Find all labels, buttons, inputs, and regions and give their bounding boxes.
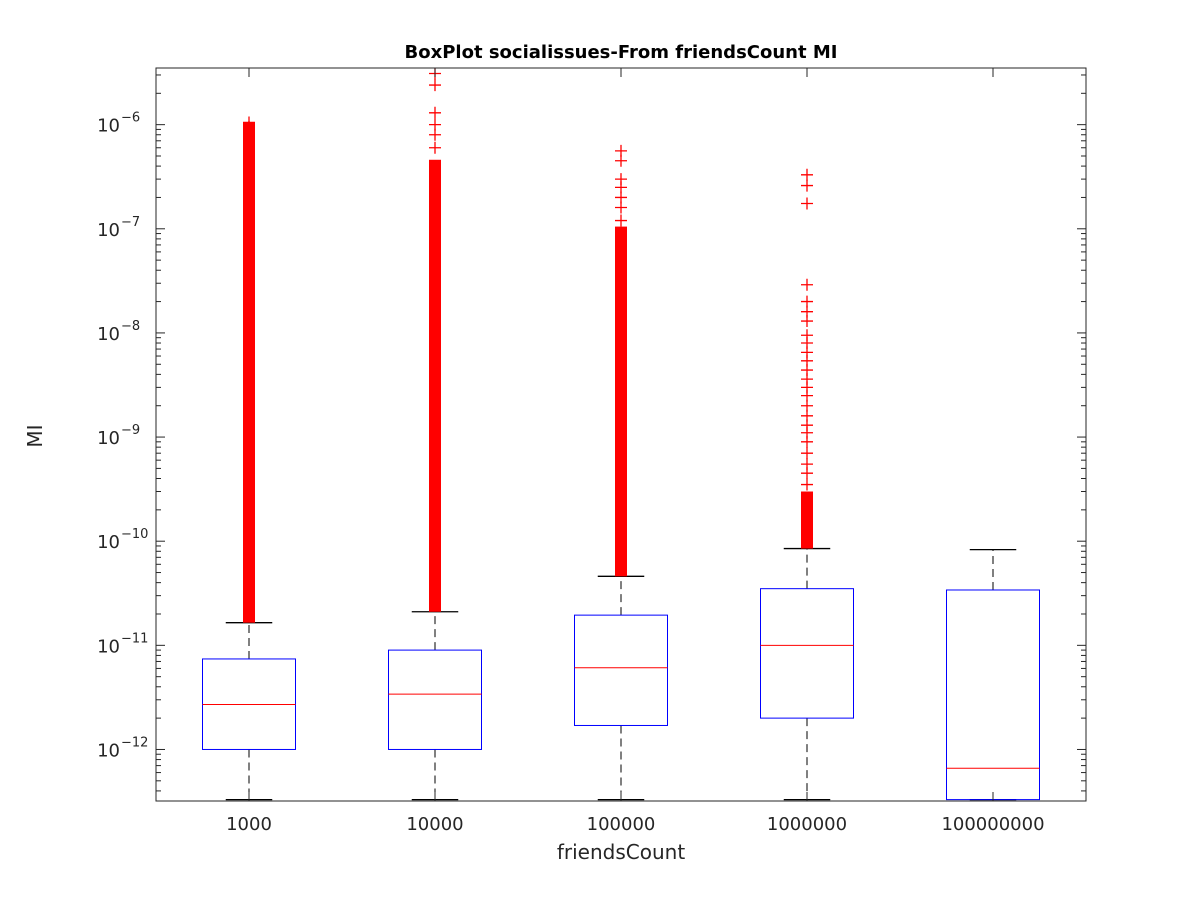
outlier-point bbox=[615, 214, 627, 227]
outlier-cluster bbox=[801, 491, 813, 549]
box-group bbox=[760, 168, 854, 801]
y-axis-label: MI bbox=[23, 424, 47, 447]
outlier-point bbox=[615, 201, 627, 214]
outlier-point bbox=[615, 428, 627, 441]
outlier-point bbox=[801, 478, 813, 491]
outlier-point bbox=[243, 191, 255, 204]
outlier-point bbox=[429, 128, 441, 141]
axes-frame bbox=[155, 67, 1087, 802]
outlier-point bbox=[615, 285, 627, 298]
box-group bbox=[202, 116, 296, 801]
outlier-point bbox=[801, 399, 813, 412]
interquartile-box bbox=[388, 649, 482, 750]
box-group bbox=[388, 67, 482, 801]
outlier-point bbox=[801, 447, 813, 460]
x-tick-label: 10000 bbox=[406, 814, 463, 835]
x-tick-label: 100000 bbox=[587, 814, 656, 835]
box-group bbox=[574, 144, 668, 801]
outlier-cluster bbox=[429, 159, 441, 612]
outlier-point bbox=[801, 305, 813, 318]
outlier-point bbox=[615, 191, 627, 204]
x-axis: 1000 10000 100000 1000000 100000000 bbox=[226, 68, 1045, 835]
outlier-point bbox=[243, 214, 255, 227]
outlier-cluster bbox=[615, 226, 627, 577]
y-tick-label: 10 bbox=[97, 740, 120, 761]
outlier-point bbox=[615, 144, 627, 157]
y-tick-exponent: −10 bbox=[121, 527, 148, 542]
outlier-point bbox=[243, 173, 255, 186]
outlier-point bbox=[615, 173, 627, 186]
y-tick-label: 10 bbox=[97, 636, 120, 657]
chart-title: BoxPlot socialissues-From friendsCount M… bbox=[405, 42, 838, 63]
box-group bbox=[946, 548, 1040, 801]
plot-area bbox=[202, 67, 1040, 801]
outlier-point bbox=[243, 116, 255, 129]
outlier-point bbox=[801, 197, 813, 210]
x-tick-label: 100000000 bbox=[941, 814, 1044, 835]
outlier-point bbox=[801, 278, 813, 291]
x-tick-label: 1000000 bbox=[767, 814, 847, 835]
outlier-point bbox=[615, 272, 627, 285]
outlier-point bbox=[429, 106, 441, 119]
outlier-point bbox=[801, 179, 813, 192]
interquartile-box bbox=[574, 614, 668, 726]
outlier-point bbox=[429, 79, 441, 92]
outlier-point bbox=[801, 295, 813, 308]
outlier-point bbox=[801, 329, 813, 342]
outlier-point bbox=[429, 141, 441, 154]
y-tick-label: 10 bbox=[97, 428, 120, 449]
y-tick-label: 10 bbox=[97, 116, 120, 137]
y-tick-exponent: −9 bbox=[121, 423, 140, 438]
y-tick-exponent: −12 bbox=[121, 735, 148, 750]
interquartile-box bbox=[760, 588, 854, 719]
outlier-point bbox=[615, 232, 627, 245]
outlier-point bbox=[801, 168, 813, 181]
outlier-cluster bbox=[243, 122, 255, 623]
y-tick-exponent: −8 bbox=[121, 319, 140, 334]
y-tick-label: 10 bbox=[97, 532, 120, 553]
outlier-point bbox=[243, 154, 255, 167]
outlier-point bbox=[429, 118, 441, 131]
outlier-point bbox=[615, 311, 627, 324]
y-tick-label: 10 bbox=[97, 220, 120, 241]
y-tick-label: 10 bbox=[97, 324, 120, 345]
y-tick-exponent: −6 bbox=[121, 111, 140, 126]
outlier-point bbox=[243, 467, 255, 480]
outlier-point bbox=[801, 409, 813, 422]
outlier-point bbox=[615, 254, 627, 267]
x-axis-label: friendsCount bbox=[557, 840, 685, 864]
y-tick-exponent: −7 bbox=[121, 215, 140, 230]
outlier-point bbox=[243, 454, 255, 467]
outlier-point bbox=[801, 458, 813, 471]
x-tick-label: 1000 bbox=[226, 814, 272, 835]
y-tick-exponent: −11 bbox=[121, 631, 148, 646]
